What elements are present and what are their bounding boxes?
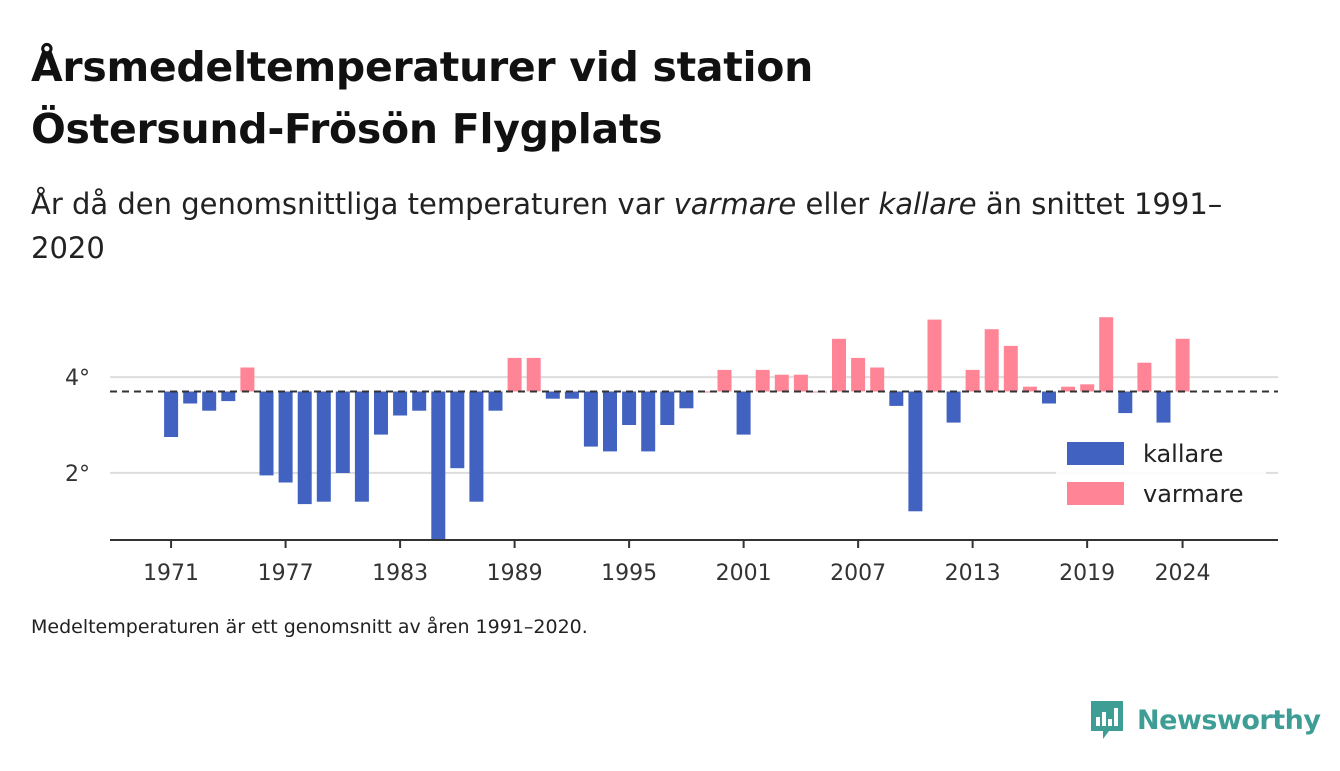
x-tick-label: 1995 (601, 561, 657, 586)
bar-warmer (793, 374, 808, 392)
bar-colder (278, 391, 293, 483)
bar-colder (679, 391, 694, 409)
bar-colder (564, 391, 579, 399)
bar-colder (412, 391, 427, 411)
bar-colder (202, 391, 217, 411)
bar-colder (946, 391, 961, 423)
bar-layer (110, 317, 1278, 540)
bar-colder (583, 391, 598, 447)
bar-colder (164, 391, 179, 437)
footnote: Medeltemperaturen är ett genomsnitt av å… (31, 616, 588, 638)
bar-warmer (1003, 345, 1018, 392)
bar-colder (545, 391, 560, 399)
bar-colder (316, 391, 331, 502)
bar-warmer (755, 369, 770, 392)
title-line-2: Östersund-Frösön Flygplats (31, 105, 663, 153)
legend: kallare varmare (1056, 432, 1266, 516)
bar-warmer (984, 329, 999, 392)
newsworthy-logo-icon (1091, 701, 1123, 739)
bar-colder (259, 391, 274, 476)
bar-warmer (526, 357, 541, 392)
bar-colder (488, 391, 503, 411)
x-tick-label: 2019 (1059, 561, 1115, 586)
y-tick-label: 2° (65, 462, 90, 487)
subtitle-part-1: År då den genomsnittliga temperaturen va… (31, 187, 674, 221)
title-line-1: Årsmedeltemperaturer vid station (31, 43, 814, 91)
bar-warmer (240, 367, 255, 392)
page-title: Årsmedeltemperaturer vid station Östersu… (31, 36, 1031, 160)
x-tick-label: 2001 (716, 561, 772, 586)
bar-warmer (717, 369, 732, 392)
bar-colder (1118, 391, 1133, 414)
bar-colder (297, 391, 312, 505)
bar-colder (1042, 391, 1056, 404)
bar-colder (450, 391, 465, 469)
bar-warmer (1175, 338, 1190, 392)
bar-warmer (851, 357, 866, 392)
bar-warmer (927, 319, 942, 392)
bar-colder (641, 391, 656, 452)
brand-logo[interactable]: Newsworthy (1089, 698, 1321, 742)
subtitle-colder-word: kallare (878, 187, 977, 221)
bar-colder (183, 391, 198, 404)
bar-warmer (507, 357, 522, 392)
bar-warmer (832, 338, 846, 392)
bar-warmer (774, 374, 789, 392)
bar-colder (374, 391, 388, 435)
bar-colder (603, 391, 617, 452)
legend-swatch (1067, 442, 1124, 465)
bar-warmer (1137, 362, 1152, 392)
bar-warmer (1080, 384, 1095, 392)
bar-warmer (1099, 317, 1114, 392)
bar-colder (622, 391, 637, 425)
legend-swatch (1067, 482, 1124, 505)
x-tick-label: 2013 (945, 561, 1001, 586)
bar-colder (736, 391, 751, 435)
bar-warmer (1022, 386, 1037, 392)
temperature-bar-chart: 2° 4° 1971 1977 1983 1989 1995 2001 2007 2013 2019… (65, 317, 1278, 586)
legend-label: kallare (1143, 440, 1223, 468)
brand-name: Newsworthy (1137, 704, 1321, 736)
bar-warmer (1061, 386, 1076, 392)
subtitle-part-2: eller (796, 187, 879, 221)
subtitle-warmer-word: varmare (673, 187, 797, 221)
bar-colder (354, 391, 369, 502)
bar-colder (469, 391, 484, 502)
bar-colder (335, 391, 350, 473)
bar-colder (393, 391, 408, 416)
x-tick-label: 1977 (258, 561, 314, 586)
bar-colder (221, 391, 236, 402)
bar-warmer (698, 391, 713, 393)
axis-layer: 2° 4° 1971 1977 1983 1989 1995 2001 2007 2013 2019… (65, 366, 1278, 586)
bar-colder (889, 391, 904, 406)
bar-colder (660, 391, 675, 425)
bar-colder (1156, 391, 1171, 423)
bar-colder (431, 391, 446, 540)
legend-label: varmare (1143, 480, 1244, 508)
y-tick-label: 4° (65, 366, 90, 391)
chart-subtitle: År då den genomsnittliga temperaturen va… (31, 182, 1271, 270)
x-tick-label: 1983 (372, 561, 428, 586)
bar-colder (908, 391, 923, 512)
bar-warmer (870, 367, 885, 392)
subtitle-part-3: än snittet 1991–2020 (31, 187, 1223, 265)
x-tick-label: 2024 (1155, 561, 1211, 586)
bar-warmer (965, 369, 980, 392)
x-tick-label: 1971 (143, 561, 199, 586)
x-tick-label: 1989 (487, 561, 543, 586)
x-tick-label: 2007 (830, 561, 886, 586)
